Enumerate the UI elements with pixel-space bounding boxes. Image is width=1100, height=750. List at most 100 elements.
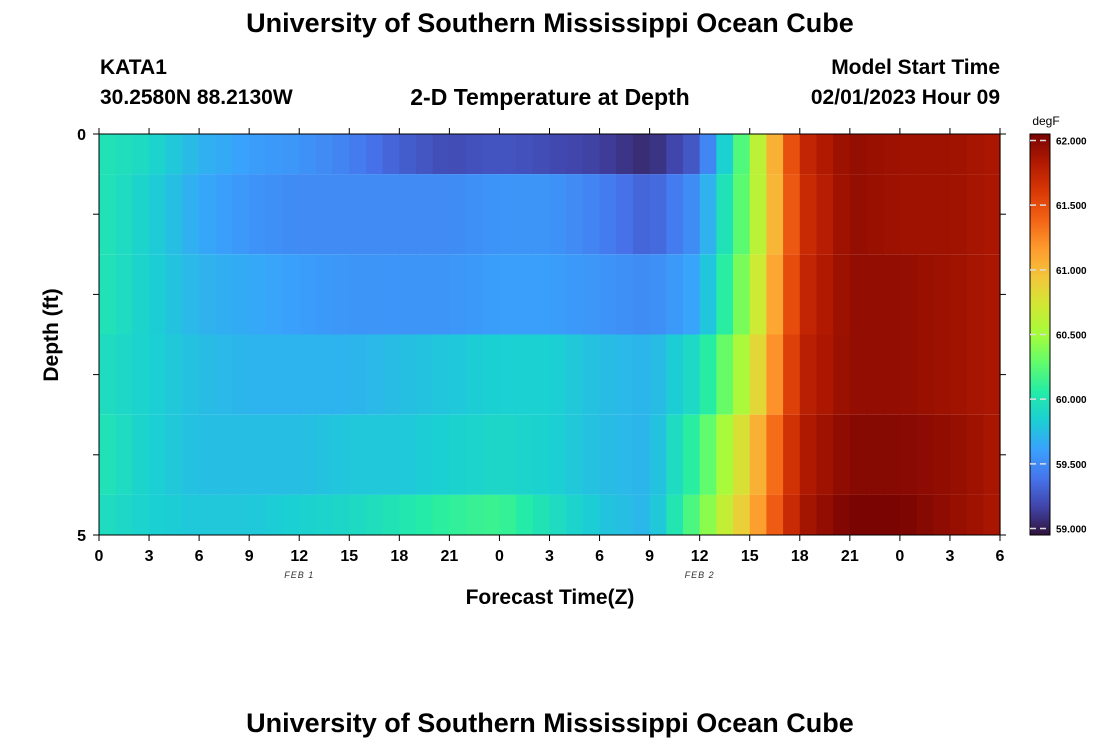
heatmap-cell	[616, 414, 634, 495]
heatmap-cell	[165, 414, 184, 495]
heatmap-cell	[766, 494, 784, 535]
heatmap-cell	[215, 174, 234, 255]
heatmap-cell	[282, 134, 300, 175]
heatmap-cell	[549, 174, 567, 255]
heatmap-cell	[883, 494, 901, 535]
heatmap-cell	[265, 254, 284, 335]
heatmap-cell	[916, 254, 934, 335]
heatmap-cell	[766, 174, 784, 255]
heatmap-cell	[582, 414, 601, 495]
x-tick-label: 18	[390, 548, 408, 565]
heatmap-cell	[416, 334, 434, 415]
heatmap-cell	[582, 494, 601, 535]
heatmap-cell	[149, 334, 167, 415]
heatmap-cell	[733, 174, 751, 255]
heatmap-cell	[349, 334, 367, 415]
heatmap-cell	[766, 134, 784, 175]
heatmap-cell	[983, 334, 1001, 415]
heatmap-cell	[382, 414, 400, 495]
heatmap-cell	[549, 254, 567, 335]
heatmap-cell	[499, 174, 517, 255]
heatmap-cell	[182, 334, 200, 415]
heatmap-cell	[99, 334, 117, 415]
heatmap-cell	[582, 134, 601, 175]
heatmap-cell	[933, 134, 951, 175]
heatmap-cell	[349, 254, 367, 335]
heatmap-cell	[132, 334, 150, 415]
heatmap-cell	[299, 134, 317, 175]
model-start-value: 02/01/2023 Hour 09	[810, 86, 1000, 109]
heatmap-cell	[99, 414, 117, 495]
heatmap-cell	[449, 494, 467, 535]
heatmap-cell	[516, 174, 534, 255]
heatmap-cell	[833, 334, 851, 415]
heatmap-cell	[632, 494, 651, 535]
heatmap-cell	[432, 494, 450, 535]
heatmap-cell	[115, 494, 133, 535]
heatmap-cell	[182, 494, 200, 535]
heatmap-cell	[866, 134, 884, 175]
heatmap-cell	[199, 494, 217, 535]
heatmap-cells	[99, 134, 1001, 535]
heatmap-cell	[115, 414, 133, 495]
heatmap-cell	[566, 134, 584, 175]
heatmap-cell	[582, 174, 601, 255]
heatmap-cell	[365, 134, 384, 175]
heatmap-cell	[432, 174, 450, 255]
heatmap-cell	[449, 414, 467, 495]
heatmap-cell	[232, 254, 250, 335]
heatmap-cell	[416, 414, 434, 495]
heatmap-cell	[632, 334, 651, 415]
heatmap-cell	[632, 174, 651, 255]
heatmap-cell	[132, 494, 150, 535]
heatmap-cell	[399, 494, 417, 535]
plot-title: 2-D Temperature at Depth	[410, 84, 690, 110]
heatmap-cell	[966, 334, 984, 415]
heatmap-cell	[666, 174, 684, 255]
heatmap-cell	[516, 414, 534, 495]
heatmap-cell	[783, 414, 801, 495]
heatmap-cell	[332, 414, 350, 495]
heatmap-cell	[632, 414, 651, 495]
heatmap-cell	[499, 254, 517, 335]
heatmap-cell	[949, 334, 968, 415]
heatmap-cell	[516, 494, 534, 535]
heatmap-cell	[949, 414, 968, 495]
heatmap-cell	[315, 334, 334, 415]
heatmap-cell	[899, 334, 918, 415]
heatmap-cell	[466, 494, 484, 535]
heatmap-cell	[599, 334, 617, 415]
heatmap-cell	[165, 254, 184, 335]
heatmap-cell	[482, 174, 501, 255]
heatmap-cell	[365, 494, 384, 535]
heatmap-cell	[482, 494, 501, 535]
heatmap-cell	[649, 414, 667, 495]
heatmap-cell	[382, 334, 400, 415]
heatmap-cell	[949, 134, 968, 175]
heatmap-cell	[983, 494, 1001, 535]
heatmap-cell	[949, 174, 968, 255]
heatmap-cell	[182, 134, 200, 175]
heatmap-cell	[466, 134, 484, 175]
heatmap-cell	[215, 134, 234, 175]
heatmap-cell	[466, 174, 484, 255]
heatmap-cell	[799, 134, 818, 175]
heatmap-cell	[349, 494, 367, 535]
heatmap-cell	[899, 254, 918, 335]
x-tick-label: 18	[791, 548, 809, 565]
x-tick-label: 3	[945, 548, 954, 565]
heatmap-cell	[99, 494, 117, 535]
heatmap-cell	[315, 174, 334, 255]
heatmap-cell	[99, 254, 117, 335]
heatmap-cell	[849, 134, 868, 175]
heatmap-cell	[165, 134, 184, 175]
heatmap-cell	[499, 414, 517, 495]
heatmap-cell	[549, 134, 567, 175]
colorbar-tick-label: 60.000	[1056, 395, 1087, 406]
heatmap-cell	[616, 174, 634, 255]
y-tick-label: 0	[77, 127, 86, 144]
heatmap-cell	[899, 134, 918, 175]
heatmap-cell	[749, 334, 768, 415]
heatmap-cell	[265, 134, 284, 175]
